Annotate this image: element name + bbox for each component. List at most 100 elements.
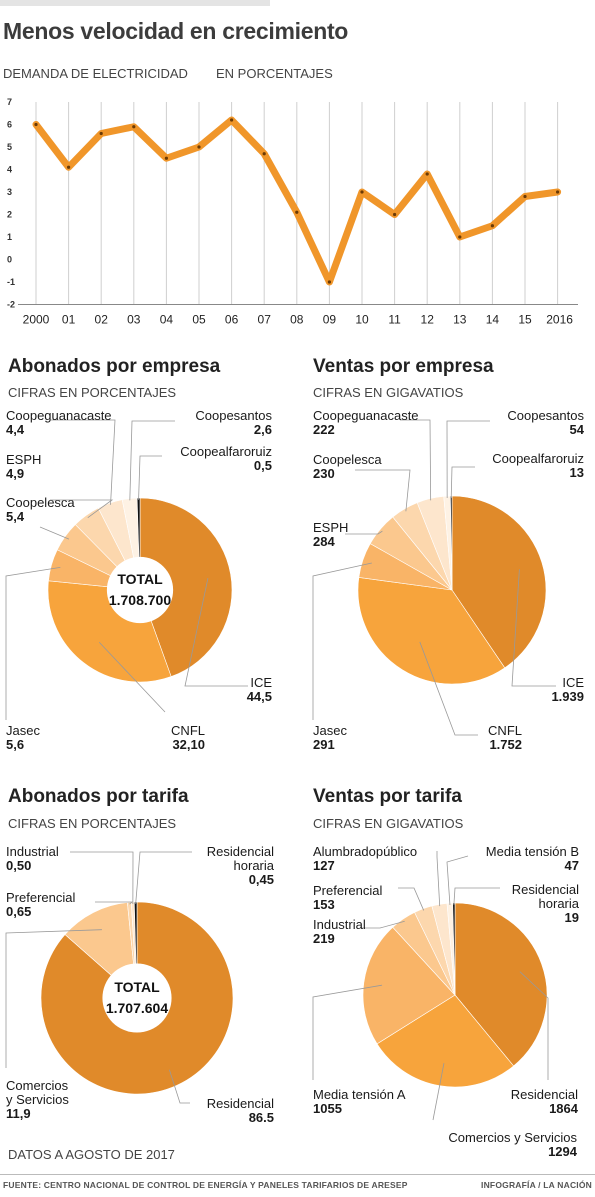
leader-line [436,851,441,907]
leader-line [432,1063,445,1121]
leader-line [446,420,490,499]
slice-label: Residencial [207,844,274,859]
x-tick-label: 15 [518,313,532,327]
slice-label: Coopelesca [6,495,75,510]
slice-label: y Servicios [6,1092,69,1107]
slice-label: ICE [562,675,584,690]
slice-value: 19 [565,910,579,925]
x-tick-label: 14 [486,313,500,327]
pie-subtitle-abonados-empresa: CIFRAS EN PORCENTAJES [8,385,177,400]
x-tick-label: 10 [355,313,369,327]
slice-value: 153 [313,897,335,912]
slice-label: Industrial [313,917,366,932]
data-point [197,145,201,149]
data-point [425,172,429,176]
slice-label: Residencial [512,882,579,897]
pie-slice [357,577,506,685]
slice-label: Coopesantos [195,408,272,423]
leader-line [400,419,432,501]
leader-line [129,420,175,501]
pie-slice [451,495,547,669]
slice-value: 1864 [549,1101,579,1116]
leader-line [184,578,248,687]
y-tick-label: 7 [7,97,12,107]
slice-value: 1.939 [551,689,584,704]
leader-line [5,567,61,720]
leader-line [419,641,478,736]
donut-total-value: 1.708.700 [109,592,171,608]
slice-value: 32,10 [172,737,205,752]
slice-label: Alumbradopúblico [313,844,417,859]
pie-charts: TOTAL1.708.700ICE44,5CNFL32,10Jasec5,6Co… [5,408,585,1159]
data-point [230,118,234,122]
x-tick-label: 07 [258,313,272,327]
footer-credit: INFOGRAFÍA / LA NACIÓN [481,1180,592,1190]
line-chart-units: EN PORCENTAJES [216,66,333,81]
x-tick-label: 05 [192,313,206,327]
slice-label: Comercios [6,1078,69,1093]
slice-label: Industrial [6,844,59,859]
slice-label: Comercios y Servicios [448,1130,577,1145]
top-rule [0,0,270,6]
slice-label: ESPH [6,452,41,467]
data-point [295,210,299,214]
x-tick-label: 2000 [23,313,50,327]
x-tick-label: 01 [62,313,76,327]
x-tick-label: 12 [421,313,435,327]
pie-subtitle-ventas-empresa: CIFRAS EN GIGAVATIOS [313,385,464,400]
data-point [132,125,136,129]
footer-source: FUENTE: CENTRO NACIONAL DE CONTROL DE EN… [3,1180,408,1190]
slice-value: 54 [570,422,585,437]
pie-title-ventas-tarifa: Ventas por tarifa [313,786,462,807]
slice-label: Preferencial [313,883,382,898]
slice-value: 222 [313,422,335,437]
slice-value: 0,5 [254,458,272,473]
data-point [327,280,331,284]
line-chart-subtitle: DEMANDA DE ELECTRICIDAD [3,66,188,81]
leader-line [446,855,469,906]
leader-line [511,569,556,687]
pie-title-abonados-tarifa: Abonados por tarifa [8,786,189,807]
pie-title-abonados-empresa: Abonados por empresa [8,356,221,377]
data-point [262,152,266,156]
slice-label: Coopelesca [313,452,382,467]
leader-line [138,455,162,500]
y-tick-label: 5 [7,142,12,152]
slice-value: 1055 [313,1101,342,1116]
data-point [99,131,103,136]
donut-total-value: 1.707.604 [106,1000,168,1016]
slice-label: CNFL [171,723,205,738]
x-tick-label: 04 [160,313,174,327]
slice-label: Coopealfaroruiz [180,444,272,459]
data-date-note: DATOS A AGOSTO DE 2017 [8,1147,175,1162]
slice-label: Residencial [207,1096,274,1111]
leader-line [39,526,70,540]
pie-title-ventas-empresa: Ventas por empresa [313,356,494,377]
leader-line [360,920,405,929]
slice-value: 4,4 [6,422,25,437]
slice-value: 44,5 [247,689,272,704]
slice-label: Coopeguanacaste [313,408,419,423]
x-tick-label: 06 [225,313,239,327]
pie-slice [376,994,515,1088]
data-point [523,194,527,199]
data-point [360,190,364,194]
donut-total-label: TOTAL [117,571,163,587]
y-tick-label: 6 [7,120,12,130]
data-point [458,235,462,239]
x-tick-label: 11 [388,313,401,327]
footer-rule [0,1174,595,1175]
slice-label: Media tensión A [313,1087,406,1102]
slice-value: 1294 [548,1144,578,1159]
leader-line [312,562,372,720]
y-tick-label: -1 [7,277,15,287]
pie-slice [454,902,548,1067]
slice-label: Coopeguanacaste [6,408,112,423]
slice-value: 0,45 [249,872,274,887]
slice-label: horaria [539,896,580,911]
pie-slice [139,497,233,677]
slice-value: 5,4 [6,509,25,524]
leader-line [95,901,134,905]
slice-label: Jasec [6,723,40,738]
